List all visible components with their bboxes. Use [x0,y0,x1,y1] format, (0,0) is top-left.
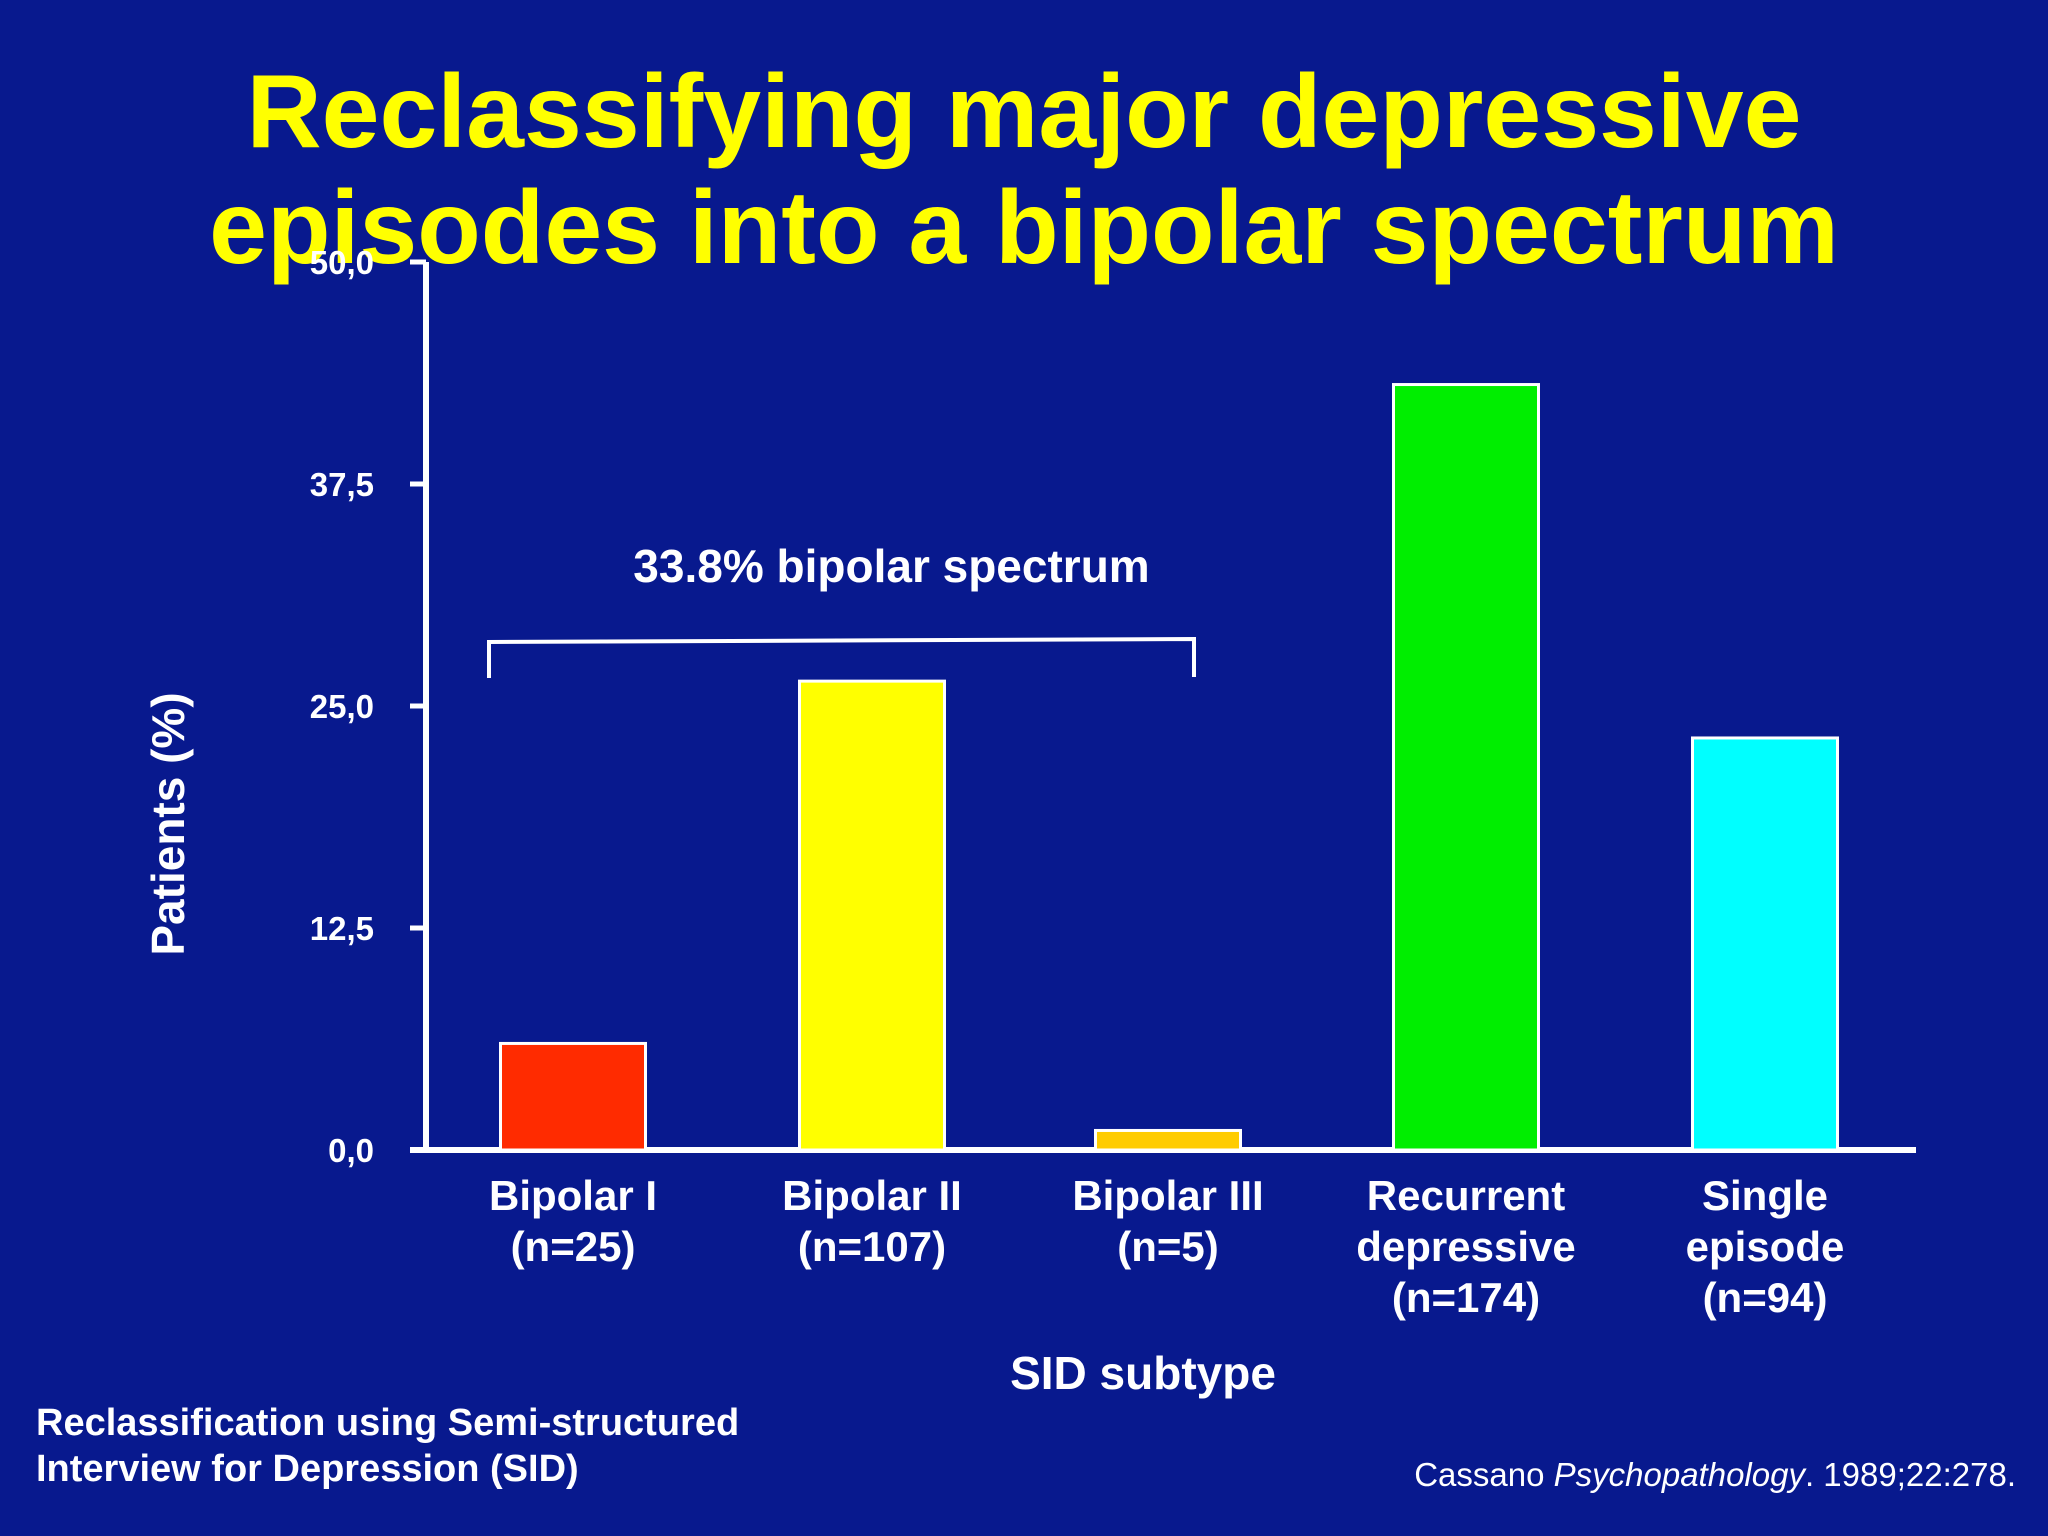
slide-title-line-1: Reclassifying major depressive [246,54,1802,170]
x-category-label-line: Single [1702,1172,1828,1219]
x-category-label: Bipolar II (n=107) [782,1172,962,1270]
bar [1691,736,1839,1152]
y-axis-title: Patients (%) [142,692,194,956]
slide-title-line-2: episodes into a bipolar spectrum [209,170,1839,286]
citation: Cassano Psychopathology. 1989;22:278. [1414,1456,2016,1494]
bipolar-spectrum-bracket [487,636,1196,678]
bar [499,1041,647,1152]
y-tick-label: 0,0 [328,1132,374,1169]
x-axis-title: SID subtype [1010,1347,1276,1399]
footnote-line-1: Reclassification using Semi-structured [36,1402,740,1444]
y-tick-label: 25,0 [310,688,374,725]
x-category-label: Single episode (n=94) [1686,1172,1845,1321]
x-category-label-line: (n=107) [798,1223,946,1270]
y-tick-label: 50,0 [310,244,374,281]
x-category-label: Bipolar III (n=5) [1072,1172,1263,1270]
footnote: Reclassification using Semi-structured I… [36,1400,739,1492]
citation-journal: Psychopathology [1553,1456,1805,1493]
bar [1392,383,1540,1152]
x-category-label: Bipolar I (n=25) [489,1172,657,1270]
citation-rest: . 1989;22:278. [1804,1456,2016,1493]
y-tick-label: 37,5 [310,466,374,503]
x-category-label-line: (n=5) [1117,1223,1219,1270]
x-category-label-line: episode [1686,1223,1845,1270]
x-category-label: Recurrent depressive (n=174) [1356,1172,1575,1321]
y-tick-label: 12,5 [310,910,374,947]
x-category-label-line: (n=25) [511,1223,636,1270]
footnote-line-2: Interview for Depression (SID) [36,1448,579,1490]
x-category-label-line: Bipolar I [489,1172,657,1219]
x-category-label-line: Recurrent [1367,1172,1565,1219]
citation-author: Cassano [1414,1456,1554,1493]
x-category-label-line: (n=94) [1703,1274,1828,1321]
x-category-label-line: (n=174) [1392,1274,1540,1321]
x-category-label-line: Bipolar III [1072,1172,1263,1219]
bar [798,679,946,1152]
x-category-label-line: depressive [1356,1223,1575,1270]
bar [1094,1128,1242,1152]
bipolar-spectrum-annotation: 33.8% bipolar spectrum [633,540,1149,592]
x-category-label-line: Bipolar II [782,1172,962,1219]
